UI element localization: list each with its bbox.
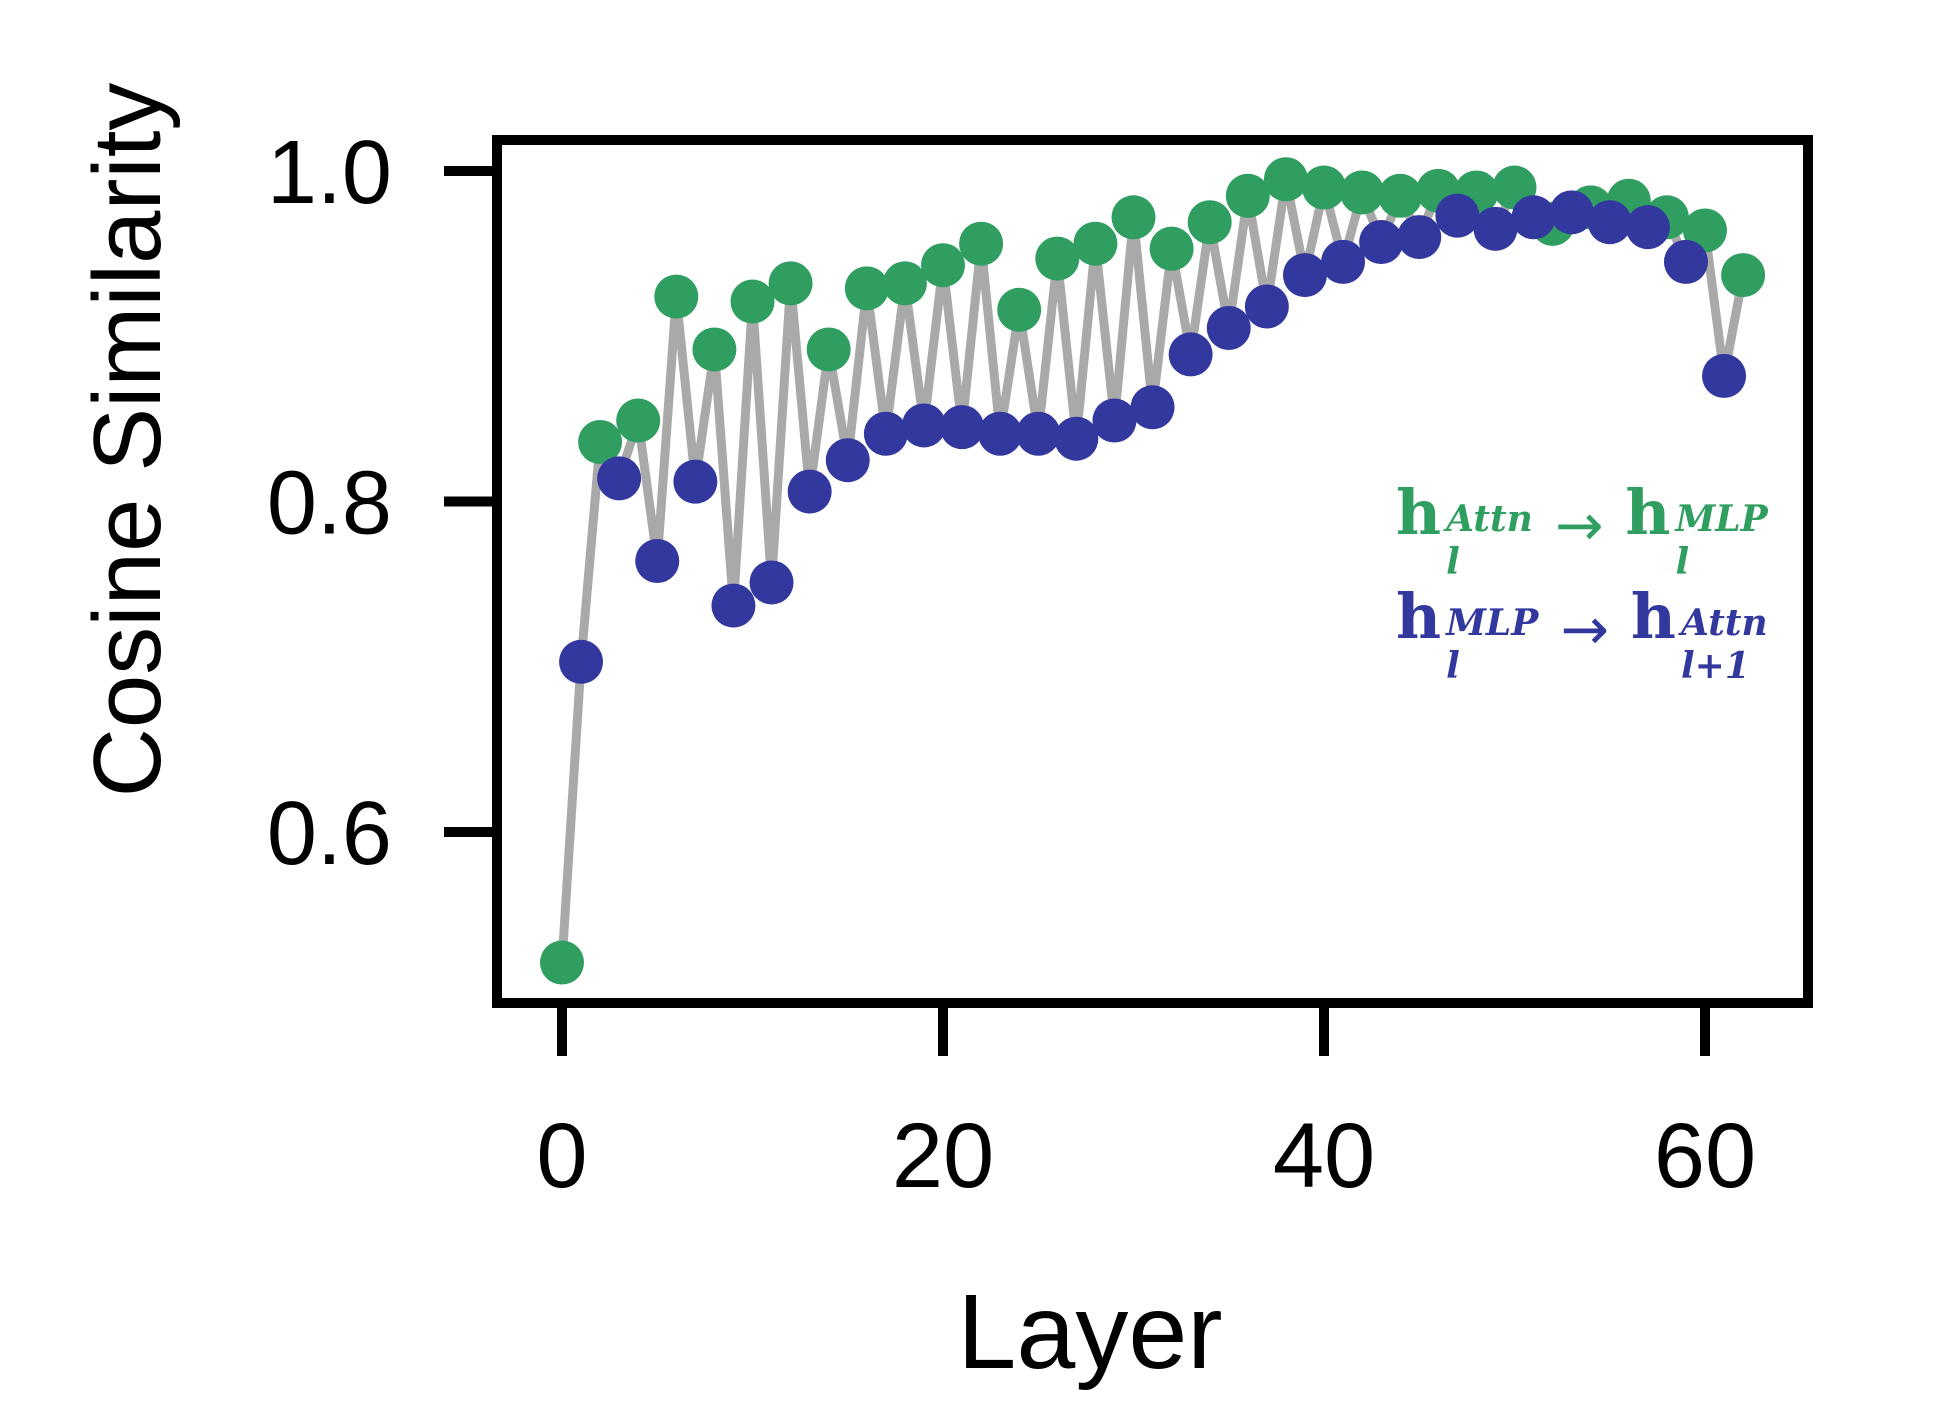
math-subsup: Attn l+1 bbox=[1681, 605, 1768, 684]
data-point-attn-to-mlp bbox=[1187, 200, 1232, 245]
x-tick-label: 40 bbox=[1273, 1105, 1375, 1207]
math-sub: l bbox=[1446, 645, 1460, 687]
data-point-attn-to-mlp bbox=[1035, 236, 1080, 281]
legend-item-mlp-to-next-attn: h MLP l → h Attn l+1 bbox=[1396, 586, 1768, 687]
data-point-attn-to-mlp bbox=[616, 398, 661, 443]
data-point-mlp-to-next-attn bbox=[635, 538, 680, 583]
data-point-attn-to-mlp bbox=[1378, 173, 1423, 218]
data-point-attn-to-mlp bbox=[1225, 173, 1270, 218]
data-point-attn-to-mlp bbox=[997, 287, 1042, 332]
math-h: h bbox=[1396, 476, 1442, 549]
data-point-mlp-to-next-attn bbox=[673, 459, 718, 504]
data-point-mlp-to-next-attn bbox=[1397, 215, 1442, 260]
data-point-attn-to-mlp bbox=[959, 221, 1004, 266]
data-point-mlp-to-next-attn bbox=[1321, 239, 1366, 284]
data-point-mlp-to-next-attn bbox=[1702, 353, 1747, 398]
math-subsup: Attn l bbox=[1446, 501, 1533, 580]
data-point-mlp-to-next-attn bbox=[559, 639, 604, 684]
data-point-mlp-to-next-attn bbox=[1473, 206, 1518, 251]
right-arrow-icon: → bbox=[1554, 490, 1604, 559]
data-point-mlp-to-next-attn bbox=[787, 469, 832, 514]
data-point-attn-to-mlp bbox=[921, 243, 965, 288]
data-point-attn-to-mlp bbox=[844, 266, 889, 311]
data-point-mlp-to-next-attn bbox=[940, 405, 985, 450]
data-point-attn-to-mlp bbox=[730, 279, 775, 324]
math-sub: l bbox=[1446, 541, 1460, 583]
data-point-attn-to-mlp bbox=[1111, 195, 1156, 240]
data-point-mlp-to-next-attn bbox=[1016, 411, 1061, 456]
data-point-mlp-to-next-attn bbox=[863, 411, 908, 456]
data-point-mlp-to-next-attn bbox=[749, 560, 794, 605]
legend-formula-rhs: h Attn l+1 bbox=[1631, 586, 1768, 687]
data-point-mlp-to-next-attn bbox=[1244, 284, 1289, 329]
data-point-mlp-to-next-attn bbox=[825, 438, 870, 483]
y-tick-label: 0.6 bbox=[267, 784, 392, 884]
data-point-mlp-to-next-attn bbox=[1054, 416, 1099, 461]
data-point-mlp-to-next-attn bbox=[901, 403, 946, 448]
legend-item-attn-to-mlp: h Attn l → h MLP l bbox=[1396, 482, 1768, 583]
math-sup: Attn bbox=[1446, 498, 1533, 540]
math-sub: l+1 bbox=[1681, 645, 1750, 687]
x-tick-label: 60 bbox=[1654, 1105, 1756, 1207]
data-point-attn-to-mlp bbox=[1149, 226, 1194, 271]
plot-border bbox=[492, 135, 1813, 1008]
data-point-mlp-to-next-attn bbox=[1092, 398, 1137, 443]
data-point-mlp-to-next-attn bbox=[711, 583, 756, 628]
data-point-attn-to-mlp bbox=[654, 274, 699, 319]
data-point-mlp-to-next-attn bbox=[1511, 195, 1556, 240]
y-tick-label: 1.0 bbox=[267, 123, 392, 223]
data-point-mlp-to-next-attn bbox=[597, 456, 642, 501]
legend-formula-rhs: h MLP l bbox=[1625, 482, 1767, 583]
data-point-attn-to-mlp bbox=[692, 327, 737, 372]
data-point-attn-to-mlp bbox=[1721, 253, 1766, 298]
data-point-mlp-to-next-attn bbox=[1206, 305, 1251, 350]
data-point-attn-to-mlp bbox=[540, 940, 584, 985]
data-point-mlp-to-next-attn bbox=[1359, 220, 1404, 265]
math-sub: l bbox=[1675, 541, 1690, 583]
data-point-attn-to-mlp bbox=[768, 261, 813, 306]
legend-formula-lhs: h MLP l bbox=[1396, 586, 1538, 687]
legend-formula-lhs: h Attn l bbox=[1396, 482, 1533, 583]
math-sup: MLP bbox=[1446, 602, 1539, 644]
data-point-attn-to-mlp bbox=[1263, 157, 1308, 202]
math-subsup: MLP l bbox=[1676, 501, 1768, 580]
data-point-mlp-to-next-attn bbox=[978, 411, 1023, 456]
data-point-mlp-to-next-attn bbox=[1130, 385, 1175, 430]
right-arrow-icon: → bbox=[1560, 594, 1609, 663]
data-point-mlp-to-next-attn bbox=[1282, 253, 1327, 298]
math-h: h bbox=[1630, 580, 1676, 653]
data-point-attn-to-mlp bbox=[1073, 221, 1118, 266]
data-point-attn-to-mlp bbox=[806, 327, 851, 372]
data-point-attn-to-mlp bbox=[1340, 170, 1385, 215]
math-h: h bbox=[1625, 476, 1671, 549]
math-h: h bbox=[1396, 580, 1442, 653]
data-point-mlp-to-next-attn bbox=[1549, 190, 1594, 235]
data-point-attn-to-mlp bbox=[578, 420, 623, 465]
data-point-mlp-to-next-attn bbox=[1663, 239, 1708, 284]
data-point-mlp-to-next-attn bbox=[1625, 205, 1670, 250]
y-tick-label: 0.8 bbox=[267, 454, 392, 554]
data-point-attn-to-mlp bbox=[1302, 165, 1346, 210]
data-point-mlp-to-next-attn bbox=[1587, 200, 1632, 245]
x-axis-title: Layer bbox=[957, 1273, 1223, 1391]
math-sup: MLP bbox=[1675, 498, 1768, 540]
y-axis-title: Cosine Similarity bbox=[74, 82, 181, 798]
data-point-mlp-to-next-attn bbox=[1168, 332, 1213, 377]
math-sup: Attn bbox=[1681, 602, 1768, 644]
data-point-mlp-to-next-attn bbox=[1435, 193, 1480, 238]
data-point-attn-to-mlp bbox=[882, 261, 927, 306]
x-tick-label: 0 bbox=[536, 1105, 587, 1207]
math-subsup: MLP l bbox=[1446, 605, 1538, 684]
x-tick-label: 20 bbox=[892, 1105, 994, 1207]
